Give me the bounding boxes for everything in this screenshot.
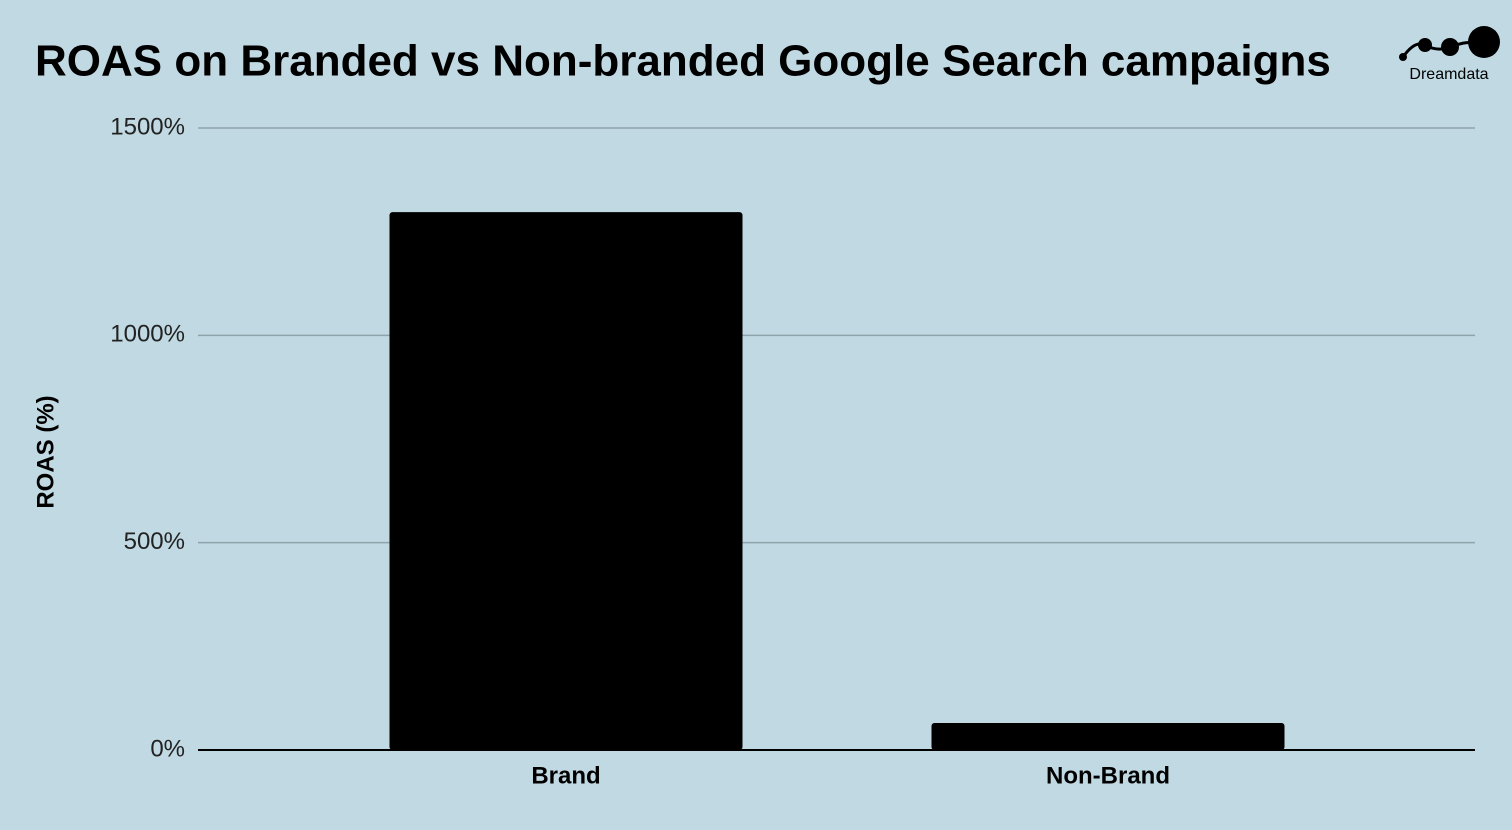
bar [389, 212, 743, 750]
y-tick-label: 500% [124, 528, 185, 555]
x-tick-label: Brand [531, 762, 600, 789]
chart-title: ROAS on Branded vs Non-branded Google Se… [35, 37, 1331, 86]
logo-line [1401, 40, 1483, 58]
logo-dot [1418, 38, 1432, 52]
y-tick-label: 1500% [110, 113, 185, 140]
y-tick-label: 0% [150, 735, 185, 762]
y-tick-label: 1000% [110, 321, 185, 348]
logo-text: Dreamdata [1409, 66, 1488, 83]
y-axis-label: ROAS (%) [32, 395, 59, 508]
logo: Dreamdata [1399, 26, 1500, 83]
bar [931, 723, 1285, 750]
logo-dot [1441, 38, 1459, 56]
logo-dot [1468, 26, 1500, 58]
x-tick-label: Non-Brand [1046, 762, 1170, 789]
logo-dot [1399, 53, 1407, 61]
